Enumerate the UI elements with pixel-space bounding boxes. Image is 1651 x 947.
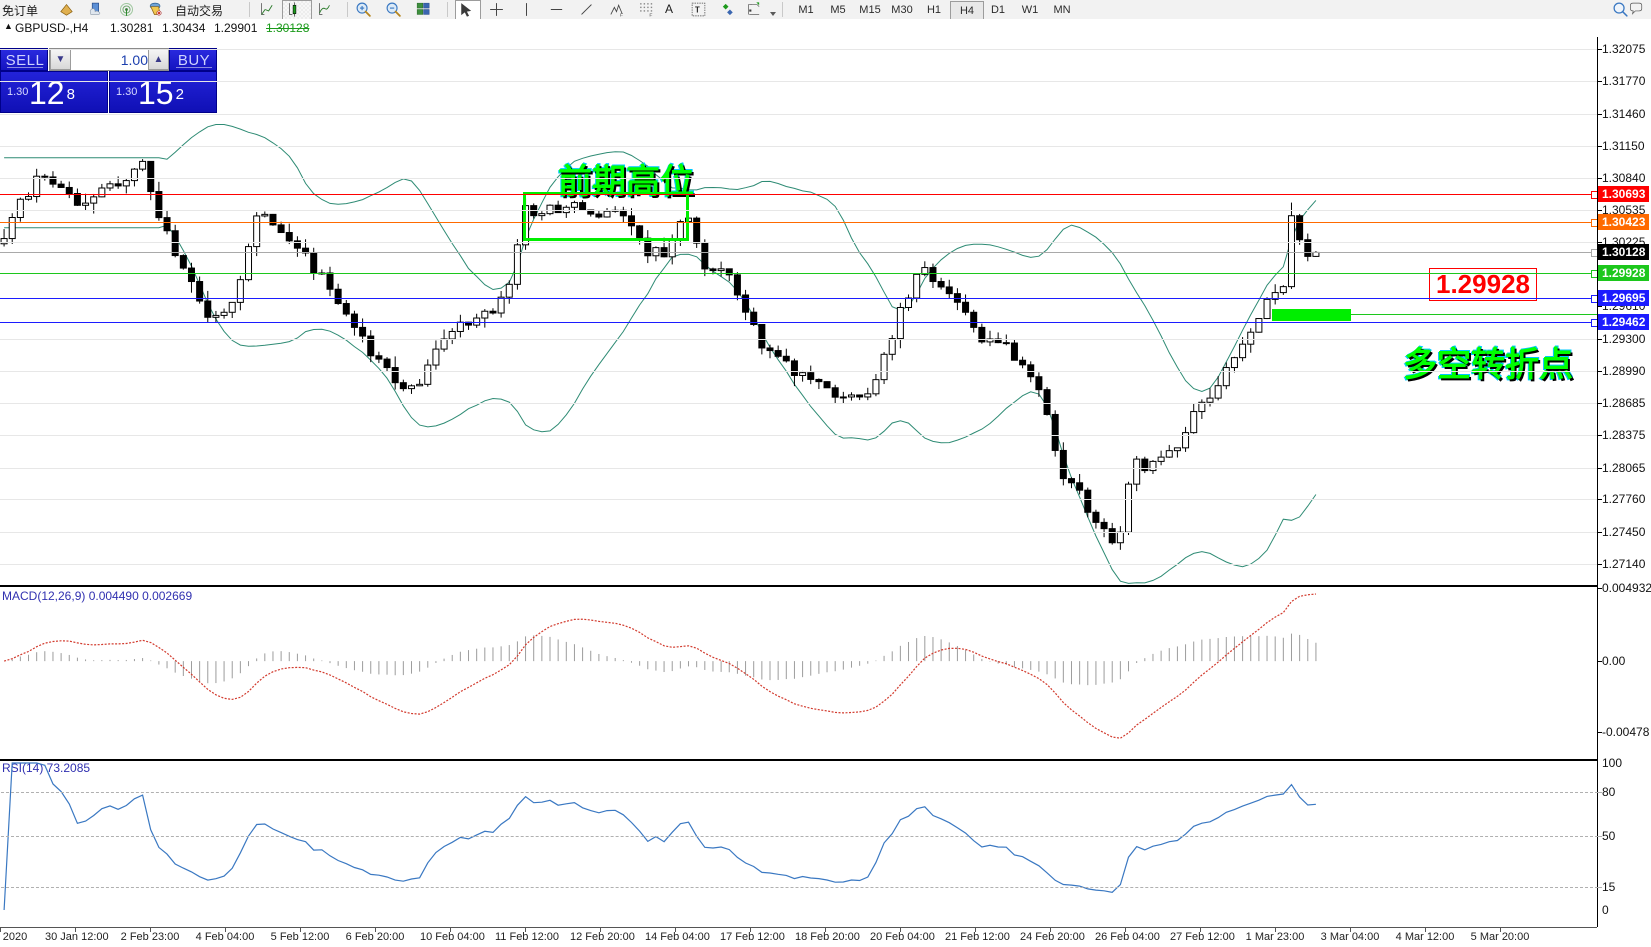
svg-text:F: F: [620, 13, 623, 18]
svg-text:F: F: [649, 13, 652, 18]
svg-text:T: T: [695, 5, 700, 14]
